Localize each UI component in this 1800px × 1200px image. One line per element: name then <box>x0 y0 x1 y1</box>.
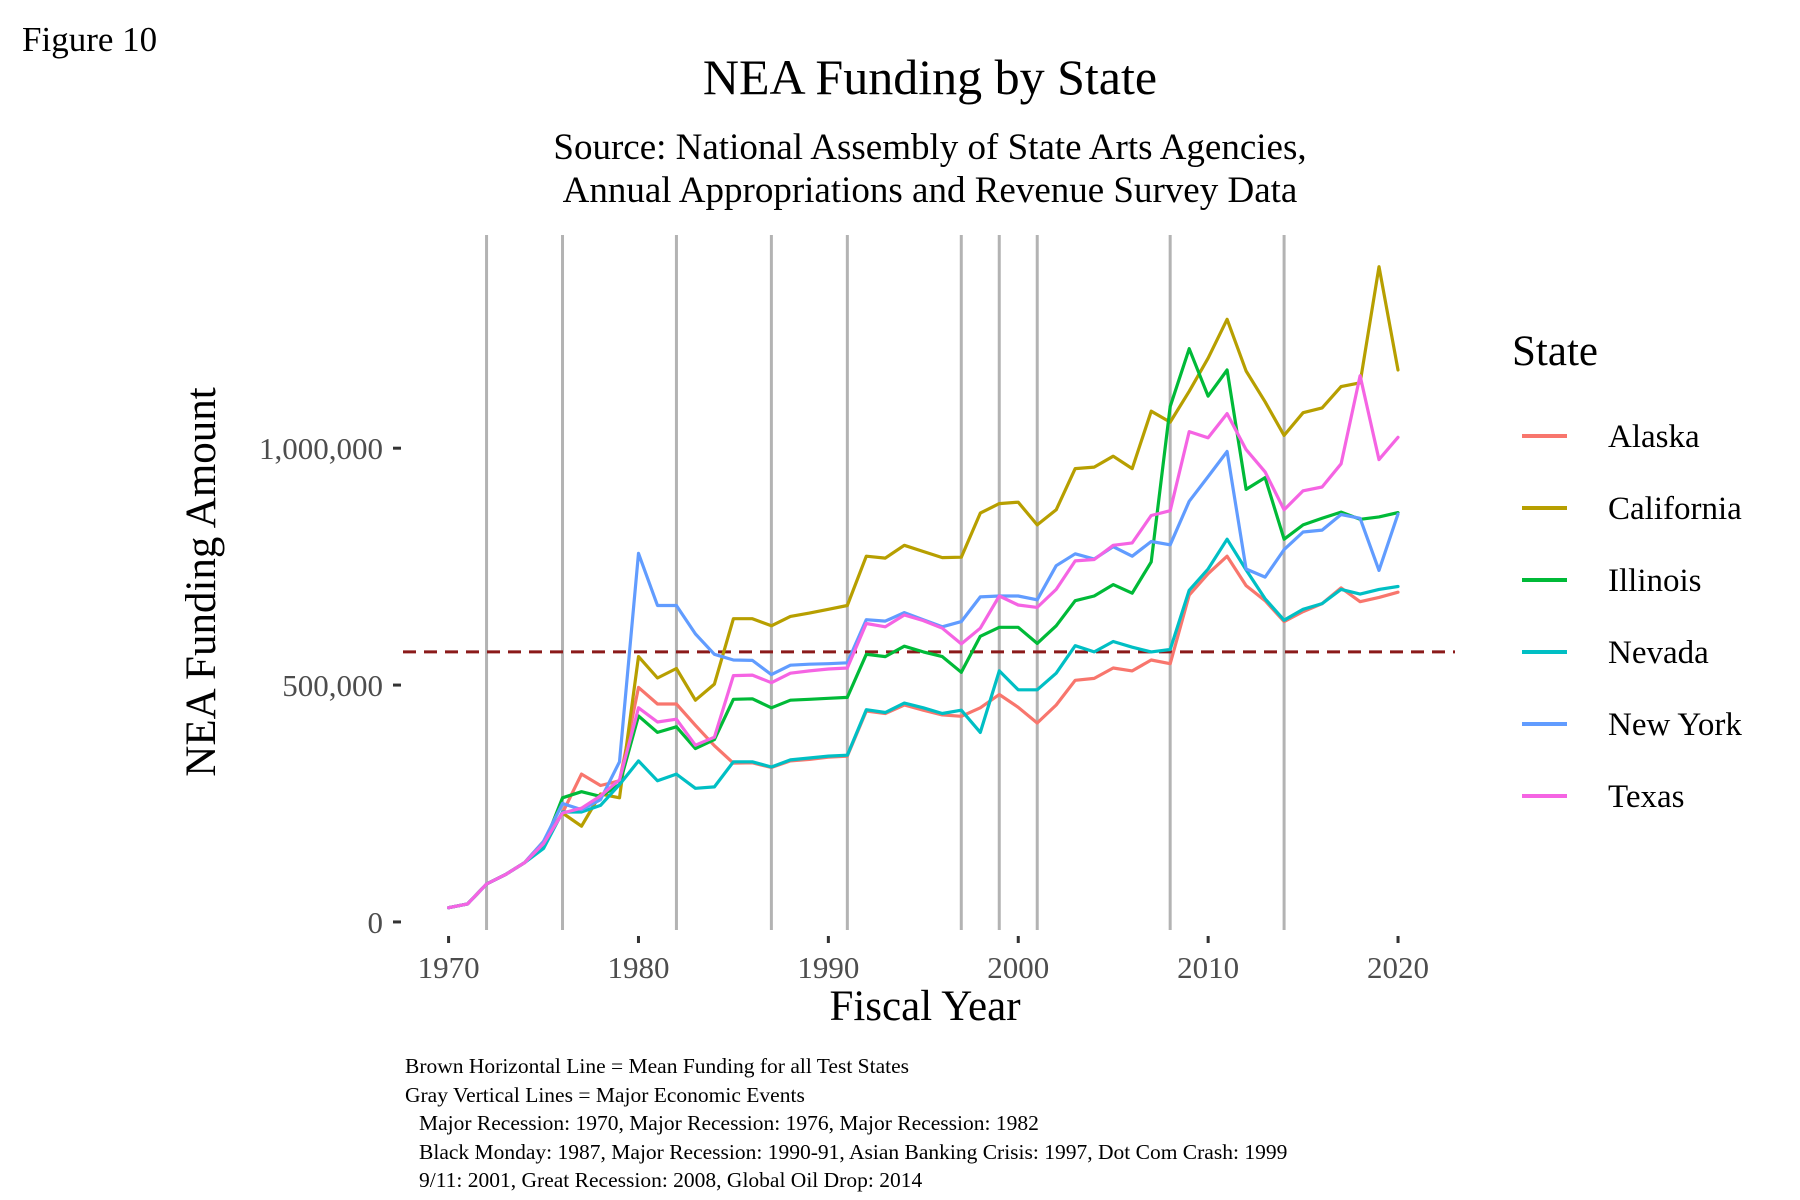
y-axis-label: NEA Funding Amount <box>178 387 225 776</box>
economic-event-lines <box>485 235 1286 930</box>
legend: State Alaska California Illinois Nevada New Y… <box>1512 328 1742 815</box>
chart-notes: Brown Horizontal Line = Mean Funding for… <box>405 1052 1287 1195</box>
note-line: 9/11: 2001, Great Recession: 2008, Globa… <box>419 1168 923 1192</box>
y-tick-label: 0 <box>368 905 384 940</box>
legend-label: Nevada <box>1608 635 1709 671</box>
series-line-new-york <box>447 449 1400 910</box>
series-line-california <box>447 265 1400 910</box>
series-line-nevada <box>447 537 1400 910</box>
legend-label: Illinois <box>1608 563 1702 599</box>
y-axis: 0 500,000 1,000,000 <box>259 431 401 940</box>
x-tick-label: 2010 <box>1177 950 1239 985</box>
x-tick-label: 1970 <box>418 950 480 985</box>
series-line-illinois <box>447 347 1400 910</box>
series-line-alaska <box>447 554 1400 910</box>
x-axis: 1970 1980 1990 2000 2010 2020 <box>418 936 1429 985</box>
legend-label: California <box>1608 491 1742 527</box>
note-line: Major Recession: 1970, Major Recession: … <box>419 1111 1039 1135</box>
x-tick-label: 2020 <box>1367 950 1429 985</box>
note-line: Gray Vertical Lines = Major Economic Eve… <box>405 1082 805 1107</box>
chart-subtitle-line-2: Annual Appropriations and Revenue Survey… <box>562 170 1298 211</box>
x-tick-label: 2000 <box>987 950 1049 985</box>
y-tick-label: 500,000 <box>282 668 383 703</box>
x-axis-label: Fiscal Year <box>829 983 1020 1030</box>
x-tick-label: 1990 <box>797 950 859 985</box>
note-line: Black Monday: 1987, Major Recession: 199… <box>419 1139 1288 1164</box>
x-tick-label: 1980 <box>607 950 669 985</box>
legend-label: Texas <box>1608 779 1685 815</box>
figure-label: Figure 10 <box>22 20 158 59</box>
series-lines <box>447 265 1400 910</box>
y-tick-label: 1,000,000 <box>259 431 383 466</box>
legend-title: State <box>1512 328 1598 375</box>
note-line: Brown Horizontal Line = Mean Funding for… <box>405 1054 910 1078</box>
chart-subtitle-line-1: Source: National Assembly of State Arts … <box>553 127 1307 168</box>
chart-title: NEA Funding by State <box>702 49 1158 105</box>
legend-label: New York <box>1608 707 1742 743</box>
series-line-texas <box>447 374 1400 910</box>
legend-label: Alaska <box>1608 419 1700 455</box>
